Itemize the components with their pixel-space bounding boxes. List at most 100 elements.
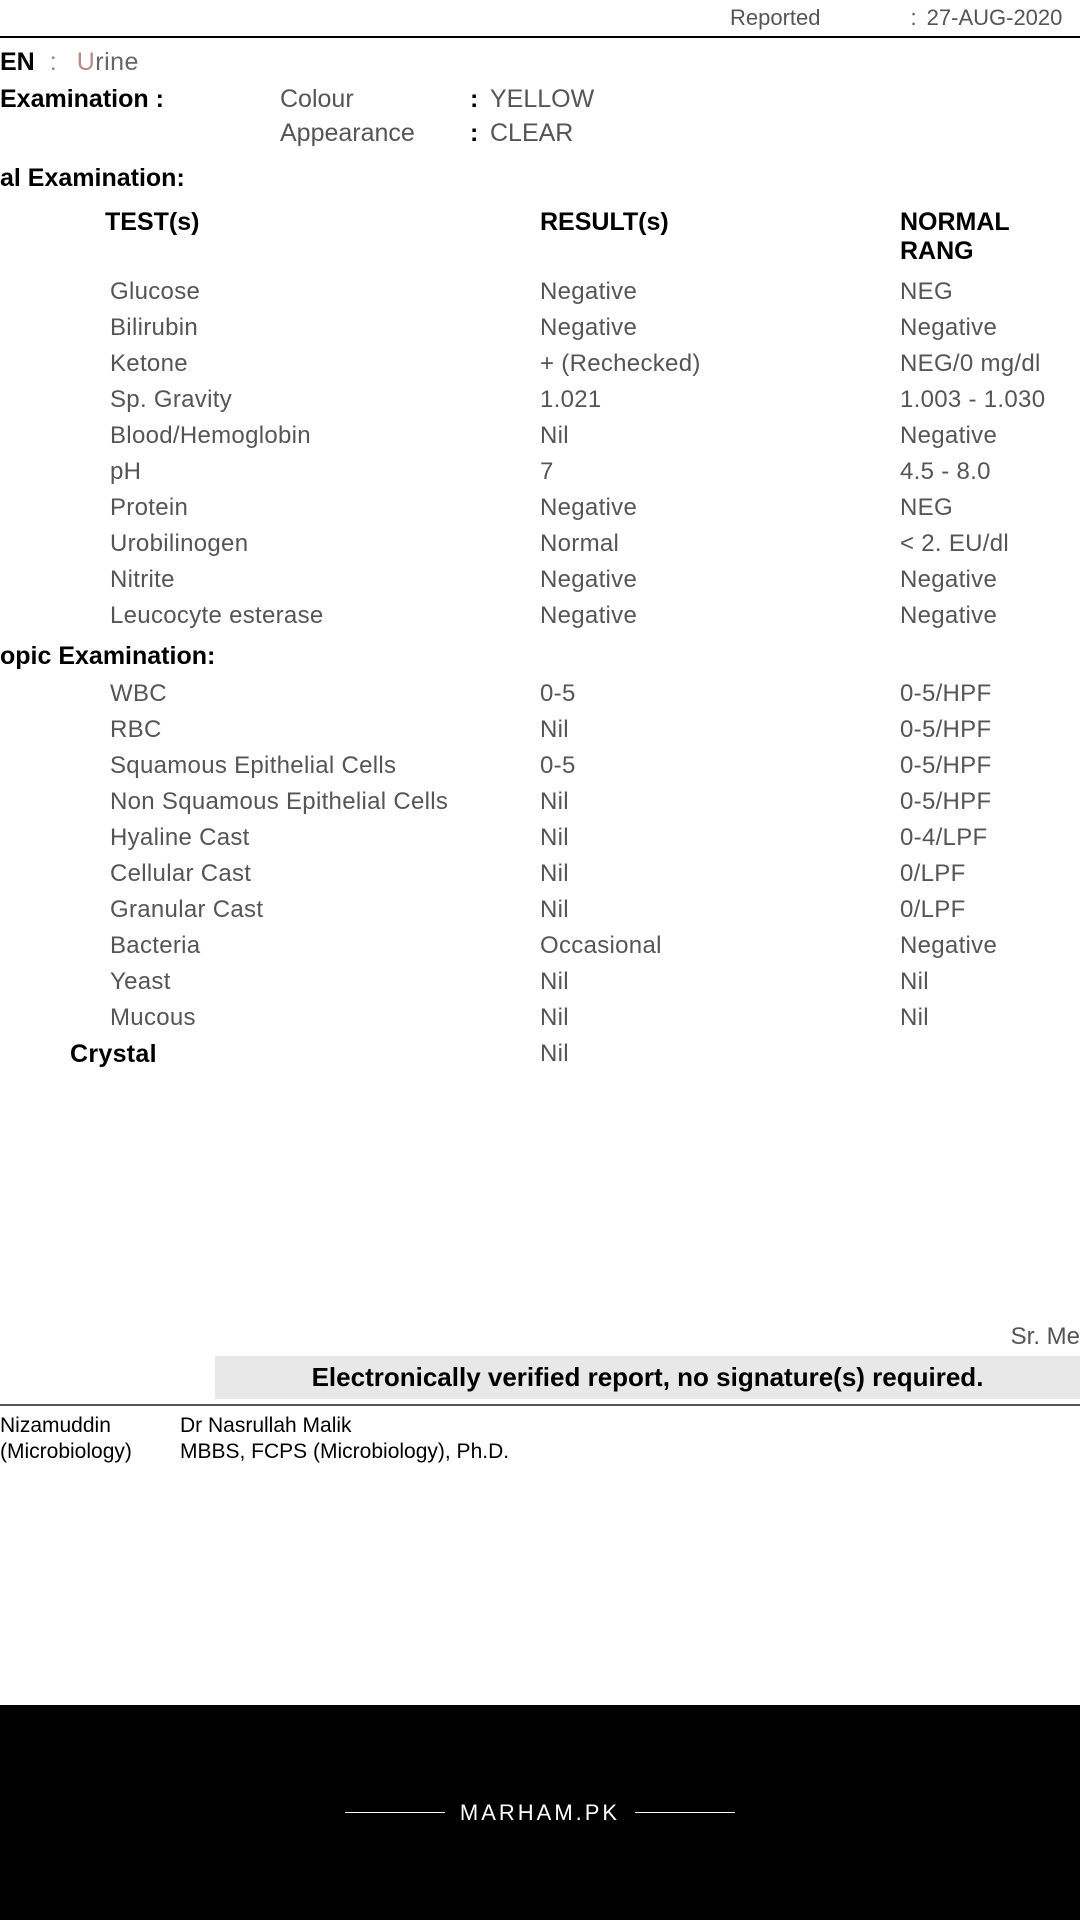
cell-result: Normal: [540, 530, 900, 558]
cell-range: < 2. EU/dl: [900, 530, 1080, 558]
wm-line-left: [345, 1812, 445, 1813]
microscopic-body: WBC 0-50-5/HPFRBC Nil0-5/HPFSquamous Epi…: [0, 676, 1080, 1036]
footer-subs: (Microbiology) MBBS, FCPS (Microbiology)…: [0, 1438, 1080, 1464]
data-row: Sp. Gravity1.0211.003 - 1.030: [0, 382, 1080, 418]
watermark-text: MARHAM.PK: [460, 1800, 620, 1826]
specimen-value: Urine: [77, 48, 139, 77]
specimen-colon: :: [50, 48, 57, 77]
data-row: ProteinNegativeNEG: [0, 490, 1080, 526]
header-row: Reported : 27-AUG-2020: [0, 0, 1080, 38]
cell-test: Non Squamous Epithelial Cells: [0, 788, 540, 816]
footer-sub2: MBBS, FCPS (Microbiology), Ph.D.: [180, 1440, 509, 1464]
specimen-label: EN: [0, 48, 35, 77]
sr-me: Sr. Me: [0, 1323, 1080, 1351]
cell-result: 0-5: [540, 680, 900, 708]
cell-test: Urobilinogen: [0, 530, 540, 558]
cell-range: NEG: [900, 278, 1080, 306]
cell-result: Negative: [540, 278, 900, 306]
cell-range: 0-5/HPF: [900, 752, 1080, 780]
data-row: Ketone+ (Rechecked)NEG/0 mg/dl: [0, 346, 1080, 382]
cell-test: Nitrite: [0, 566, 540, 594]
cell-result: Nil: [540, 824, 900, 852]
data-row: Squamous Epithelial Cells0-50-5/HPF: [0, 748, 1080, 784]
header-colon: :: [911, 5, 917, 31]
th-test: TEST(s): [0, 208, 540, 266]
footer-names: Nizamuddin Dr Nasrullah Malik: [0, 1406, 1080, 1438]
cell-result: 7: [540, 458, 900, 486]
cell-test: Bacteria: [0, 932, 540, 960]
cell-range: Negative: [900, 566, 1080, 594]
kv-val: CLEAR: [490, 119, 573, 148]
wm-line-right: [635, 1812, 735, 1813]
chemical-body: GlucoseNegativeNEGBilirubinNegativeNegat…: [0, 274, 1080, 634]
cell-test: Hyaline Cast: [0, 824, 540, 852]
cell-range: 0/LPF: [900, 860, 1080, 888]
footer-name2: Dr Nasrullah Malik: [180, 1414, 352, 1438]
cell-test: Sp. Gravity: [0, 386, 540, 414]
physical-exam-heading: Examination :: [0, 85, 280, 153]
cell-range: 1.003 - 1.030: [900, 386, 1080, 414]
cell-range: 0-4/LPF: [900, 824, 1080, 852]
cell-range: 0-5/HPF: [900, 716, 1080, 744]
th-result: RESULT(s): [540, 208, 900, 266]
data-row: WBC 0-50-5/HPF: [0, 676, 1080, 712]
data-row: MucousNilNil: [0, 1000, 1080, 1036]
cell-test: RBC: [0, 716, 540, 744]
cell-range: NEG/0 mg/dl: [900, 350, 1080, 378]
data-row: Cellular CastNil0/LPF: [0, 856, 1080, 892]
cell-range: Negative: [900, 422, 1080, 450]
crystal-result: Nil: [540, 1040, 900, 1069]
cell-result: Occasional: [540, 932, 900, 960]
physical-kv-row: Colour:YELLOW: [280, 85, 594, 114]
kv-val: YELLOW: [490, 85, 594, 114]
data-row: BacteriaOccasionalNegative: [0, 928, 1080, 964]
cell-test: Protein: [0, 494, 540, 522]
physical-exam: Examination : Colour:YELLOW Appearance:CL…: [0, 82, 1080, 156]
footer-sub1: (Microbiology): [0, 1440, 180, 1464]
cell-test: Blood/Hemoglobin: [0, 422, 540, 450]
data-row: BilirubinNegativeNegative: [0, 310, 1080, 346]
cell-range: Nil: [900, 968, 1080, 996]
cell-test: WBC: [0, 680, 540, 708]
cell-range: 4.5 - 8.0: [900, 458, 1080, 486]
cell-result: Nil: [540, 896, 900, 924]
cell-range: 0-5/HPF: [900, 680, 1080, 708]
data-row: Leucocyte esteraseNegativeNegative: [0, 598, 1080, 634]
cell-range: Negative: [900, 932, 1080, 960]
cell-range: 0/LPF: [900, 896, 1080, 924]
cell-test: Mucous: [0, 1004, 540, 1032]
data-row: RBC Nil0-5/HPF: [0, 712, 1080, 748]
data-row: NitriteNegativeNegative: [0, 562, 1080, 598]
cell-result: Nil: [540, 716, 900, 744]
kv-key: Appearance: [280, 119, 470, 148]
data-row: Hyaline CastNil0-4/LPF: [0, 820, 1080, 856]
data-row: Granular CastNil0/LPF: [0, 892, 1080, 928]
cell-result: Negative: [540, 314, 900, 342]
cell-test: Cellular Cast: [0, 860, 540, 888]
cell-test: Granular Cast: [0, 896, 540, 924]
footer-name1: Nizamuddin: [0, 1414, 180, 1438]
data-row: UrobilinogenNormal< 2. EU/dl: [0, 526, 1080, 562]
cell-range: Negative: [900, 602, 1080, 630]
chemical-heading: al Examination:: [0, 156, 1080, 198]
cell-result: Negative: [540, 494, 900, 522]
crystal-range: [900, 1040, 1080, 1069]
kv-key: Colour: [280, 85, 470, 114]
cell-range: 0-5/HPF: [900, 788, 1080, 816]
crystal-row: Crystal Nil: [0, 1036, 1080, 1073]
microscopic-heading: opic Examination:: [0, 634, 1080, 676]
reported-label: Reported: [730, 5, 821, 31]
data-row: Blood/HemoglobinNilNegative: [0, 418, 1080, 454]
black-bar: MARHAM.PK: [0, 1705, 1080, 1920]
cell-test: Squamous Epithelial Cells: [0, 752, 540, 780]
th-range: NORMAL RANG: [900, 208, 1080, 266]
reported-date: 27-AUG-2020: [927, 5, 1063, 31]
verified-bar: Electronically verified report, no signa…: [215, 1356, 1080, 1399]
cell-result: Negative: [540, 602, 900, 630]
table-header: TEST(s) RESULT(s) NORMAL RANG: [0, 198, 1080, 274]
kv-colon: :: [470, 85, 490, 114]
cell-result: Nil: [540, 788, 900, 816]
cell-result: Nil: [540, 422, 900, 450]
data-row: YeastNilNil: [0, 964, 1080, 1000]
cell-result: Negative: [540, 566, 900, 594]
